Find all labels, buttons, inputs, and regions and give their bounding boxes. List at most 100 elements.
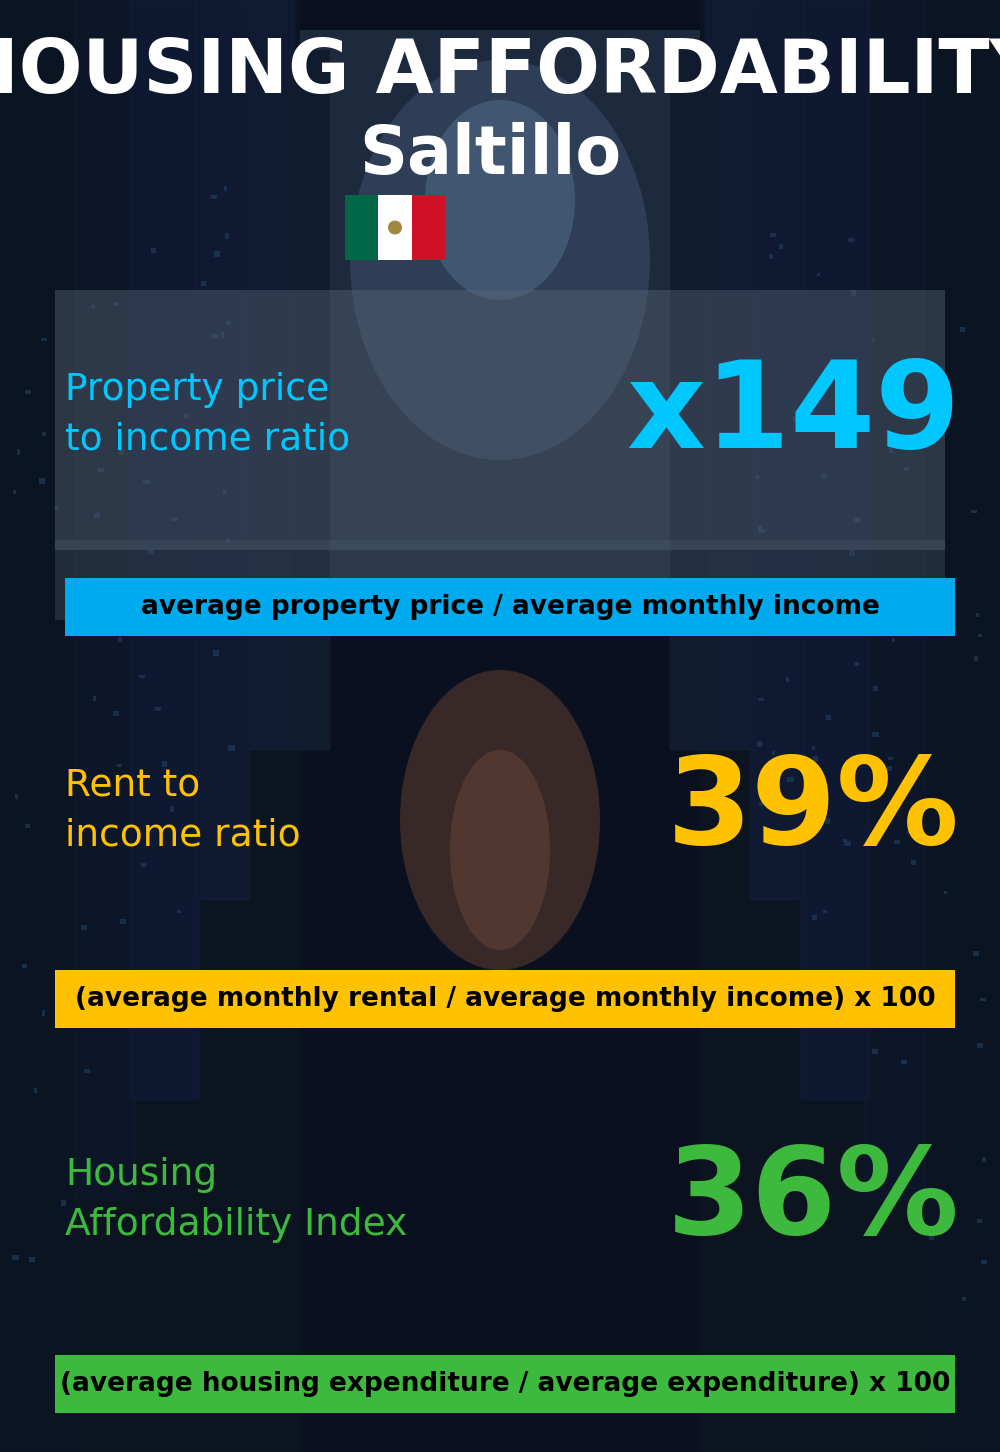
Bar: [888, 386, 892, 389]
Bar: [817, 273, 820, 276]
Bar: [171, 518, 178, 521]
Bar: [764, 787, 767, 793]
Bar: [770, 232, 776, 237]
Bar: [976, 613, 979, 617]
Bar: [94, 513, 100, 518]
Bar: [55, 970, 955, 1028]
Text: x149: x149: [626, 357, 960, 473]
Bar: [821, 473, 827, 478]
Bar: [813, 756, 818, 762]
Bar: [226, 539, 229, 542]
Text: average property price / average monthly income: average property price / average monthly…: [141, 594, 879, 620]
Bar: [29, 1257, 35, 1262]
Bar: [139, 675, 145, 678]
Bar: [13, 489, 16, 494]
Text: 39%: 39%: [667, 752, 960, 868]
Bar: [228, 745, 235, 751]
Bar: [758, 698, 764, 701]
Bar: [800, 0, 870, 1101]
Bar: [769, 254, 773, 258]
Bar: [670, 49, 710, 751]
Bar: [211, 334, 218, 338]
Bar: [907, 831, 912, 835]
Bar: [97, 468, 104, 472]
Bar: [184, 414, 189, 418]
Bar: [137, 613, 142, 617]
Ellipse shape: [400, 669, 600, 970]
Bar: [0, 0, 80, 1452]
Bar: [17, 449, 20, 454]
Bar: [750, 0, 805, 900]
Bar: [144, 597, 151, 601]
Bar: [700, 0, 1000, 1452]
Bar: [55, 507, 58, 510]
Bar: [843, 839, 847, 842]
Text: Property price
to income ratio: Property price to income ratio: [65, 372, 350, 457]
Bar: [911, 860, 916, 865]
Bar: [12, 1255, 19, 1260]
Bar: [65, 578, 955, 636]
Bar: [118, 636, 122, 642]
Bar: [235, 578, 241, 582]
Bar: [779, 244, 783, 248]
Bar: [130, 0, 200, 1101]
Bar: [155, 707, 161, 711]
Bar: [980, 998, 986, 1000]
Text: (average housing expenditure / average expenditure) x 100: (average housing expenditure / average e…: [60, 1371, 950, 1397]
Ellipse shape: [350, 60, 650, 460]
Bar: [42, 1011, 45, 1016]
Bar: [0, 0, 300, 1452]
Bar: [290, 49, 330, 751]
Bar: [982, 1157, 986, 1162]
Bar: [760, 590, 766, 594]
Bar: [25, 823, 30, 828]
Bar: [705, 0, 755, 751]
Bar: [888, 758, 893, 761]
Bar: [960, 327, 965, 331]
Bar: [55, 290, 945, 550]
Bar: [225, 232, 229, 238]
Bar: [853, 517, 860, 523]
Bar: [280, 30, 720, 610]
Bar: [235, 579, 240, 582]
Bar: [772, 751, 775, 755]
Bar: [42, 433, 46, 436]
Bar: [973, 951, 979, 957]
Bar: [812, 746, 815, 749]
Bar: [226, 321, 231, 325]
Bar: [793, 417, 797, 421]
Text: HOUSING AFFORDABILITY: HOUSING AFFORDABILITY: [0, 35, 1000, 109]
Bar: [757, 742, 762, 748]
Bar: [41, 338, 47, 341]
Bar: [759, 802, 763, 806]
Bar: [113, 711, 119, 716]
Bar: [39, 478, 45, 484]
Bar: [162, 395, 168, 398]
Bar: [872, 1048, 878, 1054]
Bar: [849, 550, 855, 556]
Bar: [894, 841, 900, 844]
Ellipse shape: [425, 100, 575, 301]
Text: Rent to
income ratio: Rent to income ratio: [65, 767, 301, 852]
Bar: [140, 434, 146, 439]
Bar: [210, 595, 217, 601]
Bar: [825, 817, 830, 823]
Bar: [15, 794, 18, 800]
Bar: [758, 526, 762, 531]
Bar: [873, 687, 878, 691]
Bar: [55, 540, 945, 620]
Bar: [148, 549, 154, 555]
Bar: [899, 378, 902, 382]
Bar: [786, 678, 789, 682]
Bar: [826, 716, 831, 720]
Bar: [214, 251, 220, 257]
Bar: [224, 186, 227, 190]
Bar: [81, 925, 87, 931]
Bar: [91, 305, 95, 308]
Bar: [113, 302, 118, 305]
Bar: [378, 195, 412, 260]
Bar: [141, 862, 146, 867]
Bar: [920, 0, 1000, 1452]
Bar: [889, 449, 893, 453]
Bar: [119, 450, 124, 454]
